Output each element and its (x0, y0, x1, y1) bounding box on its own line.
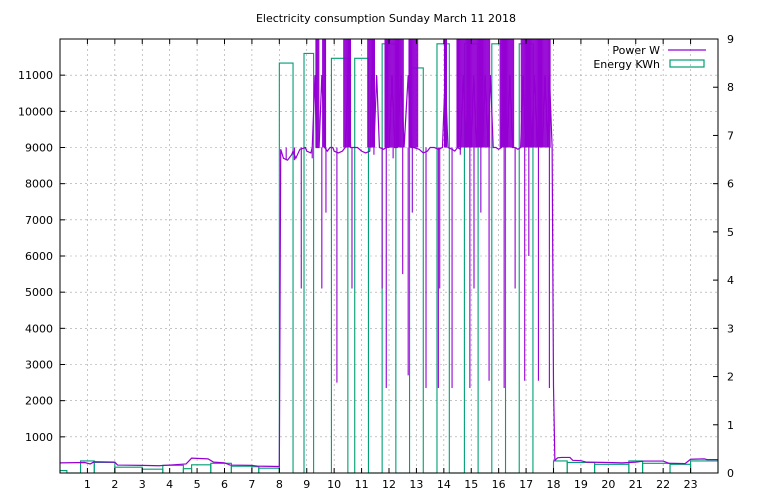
energy-step (354, 57, 369, 473)
x-tick-label: 21 (629, 478, 643, 491)
y-left-tick-label: 1000 (25, 431, 53, 444)
x-tick-label: 7 (248, 478, 255, 491)
y-right-tick-label: 3 (727, 322, 734, 335)
energy-step (436, 43, 450, 473)
y-left-tick-label: 6000 (25, 250, 53, 263)
y-left-tick-label: 7000 (25, 214, 53, 227)
x-tick-label: 22 (656, 478, 670, 491)
x-tick-label: 8 (276, 478, 283, 491)
energy-step (594, 463, 630, 473)
energy-step (258, 467, 280, 473)
chart-title: Electricity consumption Sunday March 11 … (256, 12, 516, 25)
y-right-tick-label: 2 (727, 371, 734, 384)
y-left-tick-label: 11000 (18, 69, 53, 82)
x-tick-label: 3 (139, 478, 146, 491)
energy-step (690, 460, 719, 473)
energy-step (141, 468, 164, 473)
energy-step (669, 463, 692, 473)
y-left-tick-label: 3000 (25, 359, 53, 372)
x-tick-label: 19 (574, 478, 588, 491)
legend-swatch-energy (669, 59, 705, 68)
x-tick-label: 5 (194, 478, 201, 491)
energy-step (278, 62, 294, 473)
energy-step (642, 462, 671, 473)
y-right-tick-label: 5 (727, 226, 734, 239)
legend-label-energy: Energy KWh (593, 58, 660, 71)
energy-step (93, 461, 116, 473)
y-right-tick-label: 4 (727, 274, 734, 287)
energy-step (330, 57, 349, 473)
x-tick-label: 18 (547, 478, 561, 491)
power-line-group (60, 39, 718, 468)
y-left-tick-label: 4000 (25, 322, 53, 335)
energy-step (230, 465, 253, 473)
legend-label-power: Power W (612, 44, 660, 57)
y-left-tick-label: 2000 (25, 395, 53, 408)
x-tick-label: 17 (519, 478, 533, 491)
x-tick-label: 9 (303, 478, 310, 491)
energy-step (162, 464, 184, 473)
x-tick-label: 23 (684, 478, 698, 491)
x-tick-label: 1 (84, 478, 91, 491)
y-left-tick-label: 9000 (25, 142, 53, 155)
y-right-tick-label: 1 (727, 419, 734, 432)
x-tick-label: 12 (382, 478, 396, 491)
energy-step (191, 464, 212, 473)
axis-ticks: 1 2 3 4 5 6 7 8 9 10 11 12 13 14 15 16 17 18 19 20 21 22 23100… (18, 33, 734, 491)
y-right-tick-label: 9 (727, 33, 734, 46)
x-tick-label: 11 (355, 478, 369, 491)
y-right-tick-label: 6 (727, 178, 734, 191)
energy-step (114, 466, 143, 473)
x-tick-label: 2 (111, 478, 118, 491)
x-tick-label: 16 (492, 478, 506, 491)
x-tick-label: 13 (409, 478, 423, 491)
x-tick-label: 6 (221, 478, 228, 491)
power-series (60, 39, 718, 468)
x-tick-label: 20 (601, 478, 615, 491)
energy-step (552, 460, 568, 473)
energy-step (251, 466, 260, 473)
x-tick-label: 15 (464, 478, 478, 491)
y-right-tick-label: 0 (727, 467, 734, 480)
y-right-tick-label: 7 (727, 129, 734, 142)
y-left-tick-label: 8000 (25, 178, 53, 191)
y-left-tick-label: 5000 (25, 286, 53, 299)
energy-step (303, 52, 315, 473)
x-tick-label: 14 (437, 478, 451, 491)
legend: Power W Energy KWh (593, 44, 706, 71)
y-right-tick-label: 8 (727, 81, 734, 94)
x-tick-label: 4 (166, 478, 173, 491)
x-tick-label: 10 (327, 478, 341, 491)
energy-step (182, 468, 193, 473)
y-left-tick-label: 10000 (18, 105, 53, 118)
